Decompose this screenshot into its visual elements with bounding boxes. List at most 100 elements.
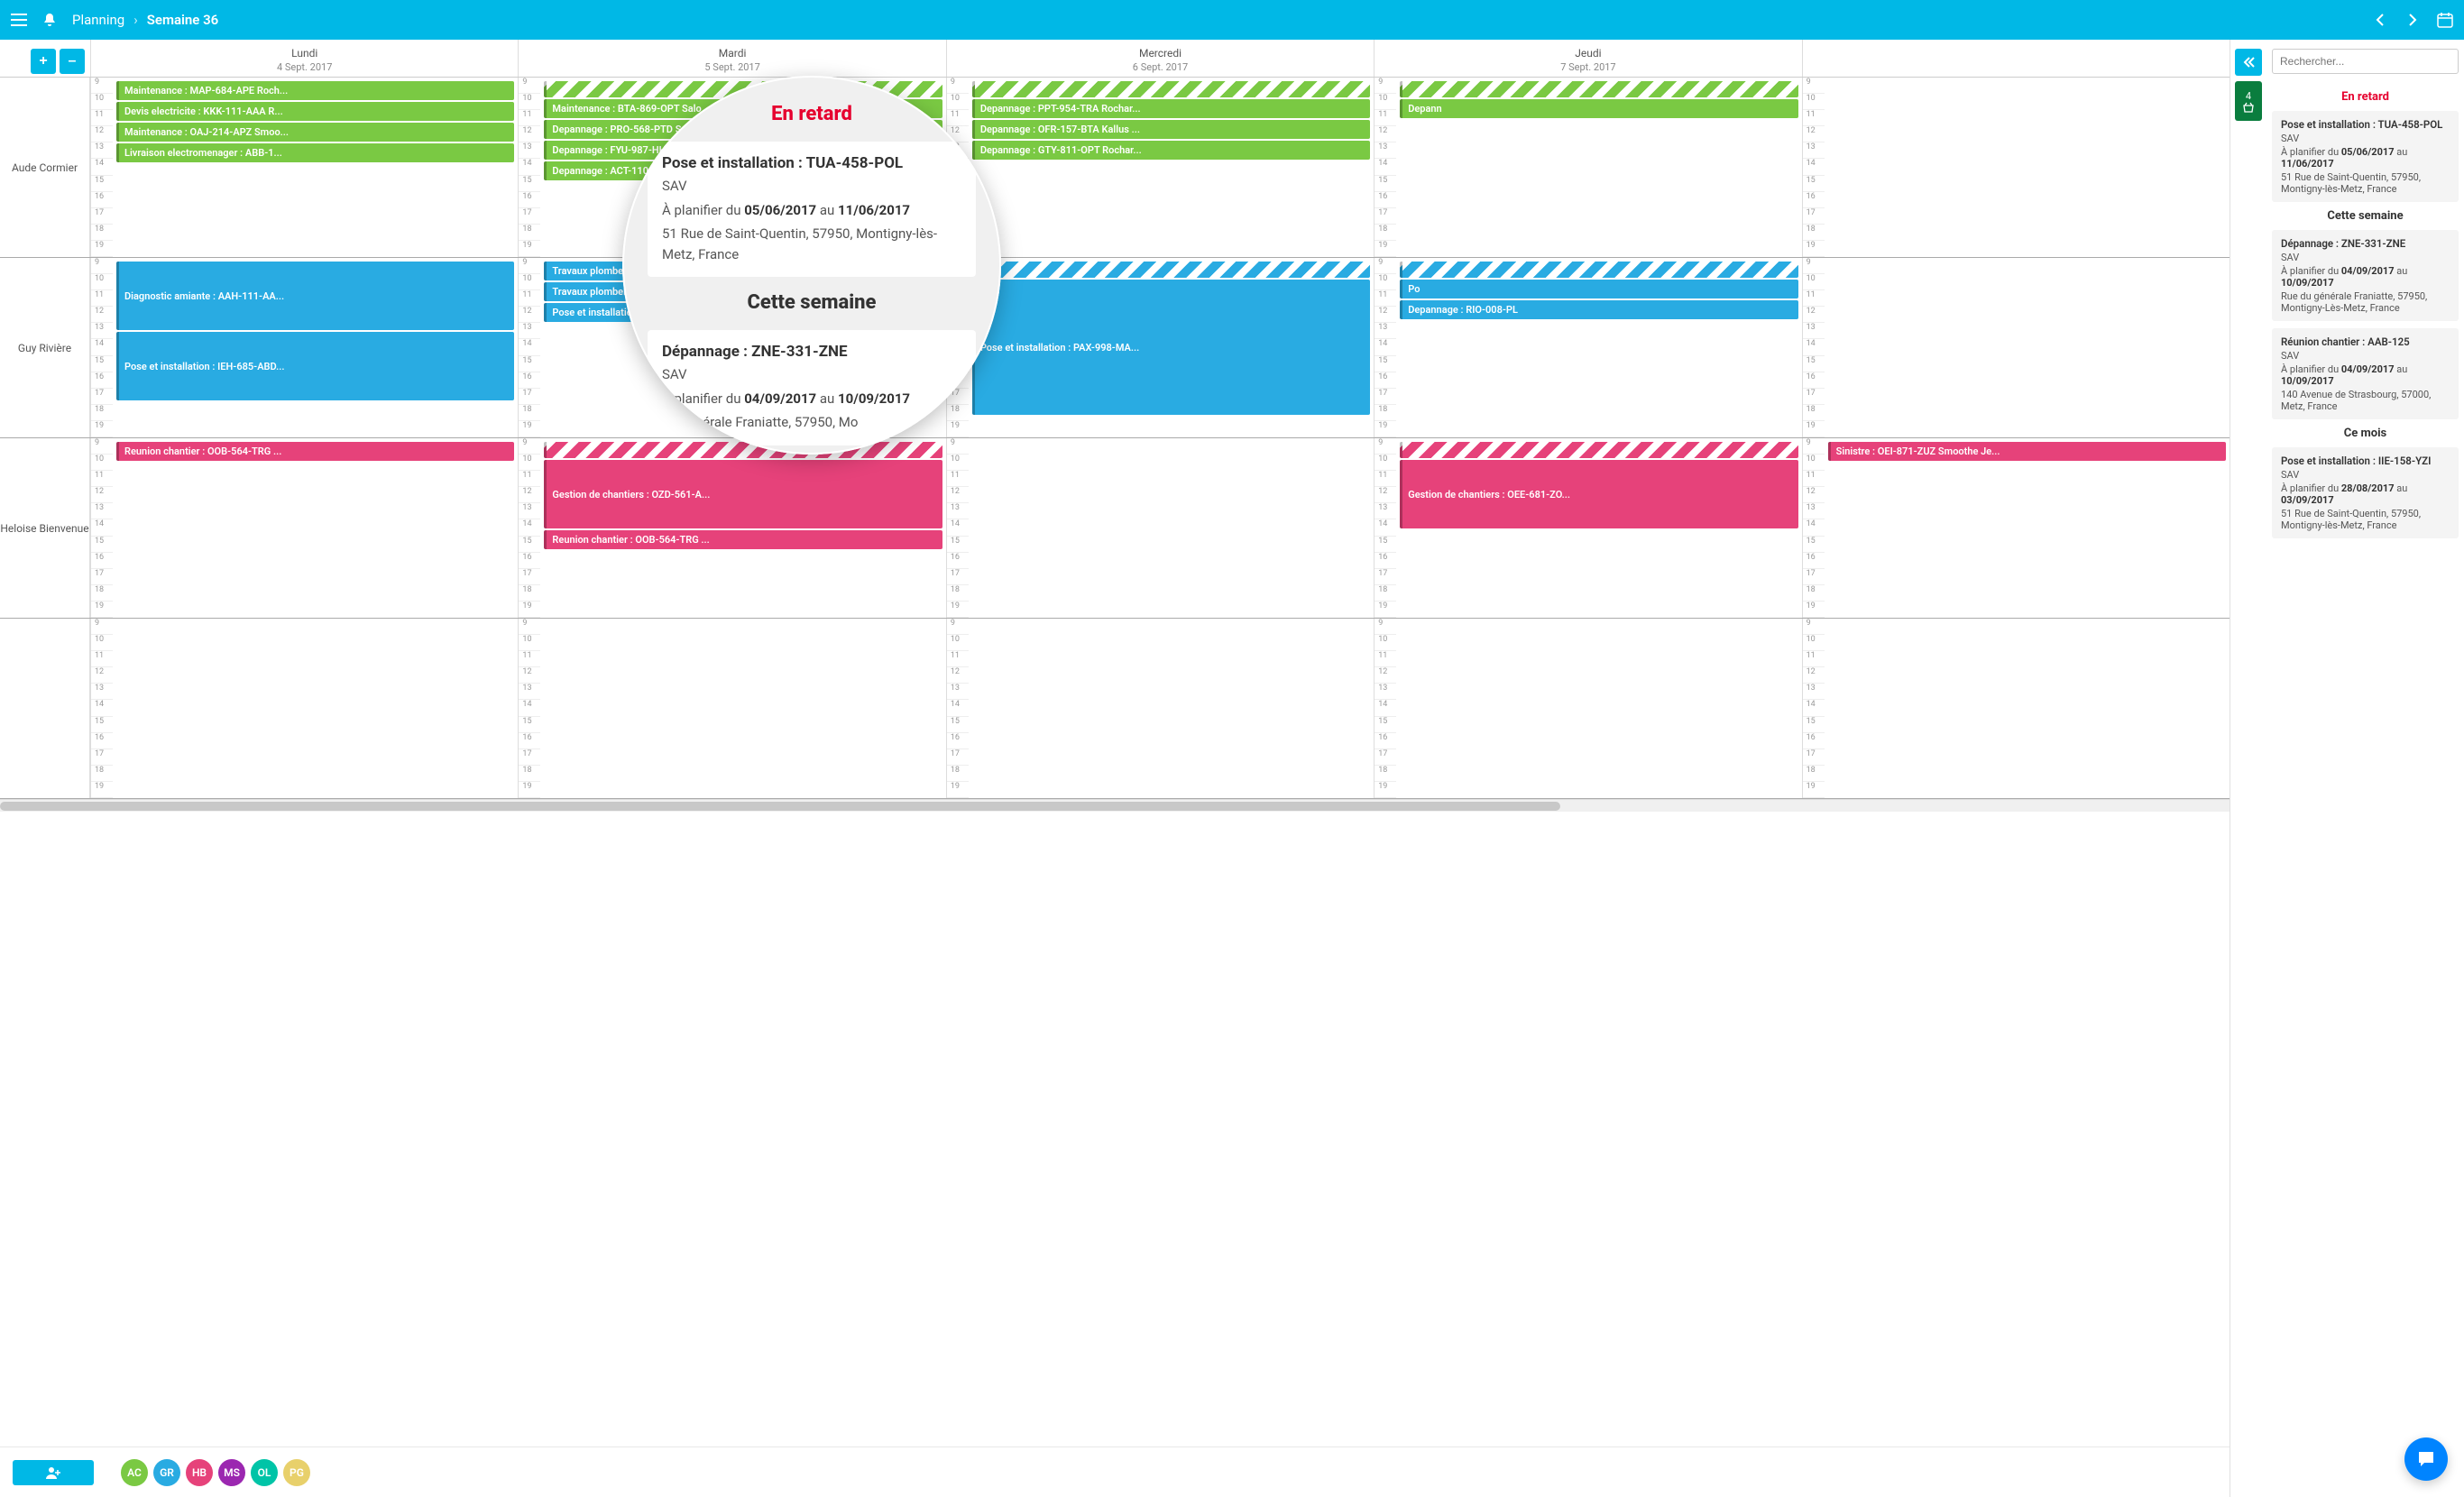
calendar-event[interactable]: Pose et installation : PAX-998-MA... bbox=[972, 280, 1370, 415]
day-cell[interactable]: 910111213141516171819Diagnostic amiante … bbox=[90, 258, 518, 437]
chat-button[interactable] bbox=[2404, 1437, 2448, 1481]
calendar-event[interactable]: Diagnostic amiante : AAH-111-AA... bbox=[116, 262, 514, 330]
bell-icon[interactable] bbox=[41, 12, 58, 28]
lens-card[interactable]: Pose et installation : TUA-458-POL SAV À… bbox=[648, 142, 976, 277]
hour-mark: 18 bbox=[91, 585, 113, 602]
collapse-side-button[interactable] bbox=[2235, 49, 2262, 76]
calendar-event[interactable]: Depannage : RIO-008-PL bbox=[1400, 300, 1797, 319]
day-cell[interactable]: 910111213141516171819 bbox=[946, 438, 1374, 618]
next-week-button[interactable] bbox=[2404, 12, 2421, 28]
avatar[interactable]: OL bbox=[251, 1459, 278, 1486]
day-cell[interactable]: 910111213141516171819 bbox=[1802, 619, 2230, 798]
zoom-in-button[interactable]: + bbox=[31, 49, 56, 74]
avatar[interactable]: AC bbox=[121, 1459, 148, 1486]
hour-mark: 15 bbox=[519, 537, 540, 553]
calendar-event[interactable]: Po bbox=[1400, 280, 1797, 298]
side-card[interactable]: Pose et installation : IIE-158-YZI SAV À… bbox=[2272, 447, 2459, 538]
side-card-addr: 51 Rue de Saint-Quentin, 57950, Montigny… bbox=[2281, 508, 2450, 531]
day-cell[interactable]: 910111213141516171819Gestion de chantier… bbox=[518, 438, 945, 618]
add-person-button[interactable] bbox=[13, 1460, 94, 1485]
side-card[interactable]: Réunion chantier : AAB-125 SAV À planifi… bbox=[2272, 328, 2459, 419]
hour-mark: 12 bbox=[91, 487, 113, 503]
calendar-event[interactable] bbox=[1400, 442, 1797, 458]
calendar-event[interactable]: Depannage : GTY-811-OPT Rochar... bbox=[972, 141, 1370, 160]
hour-mark: 15 bbox=[1803, 176, 1825, 192]
hour-mark: 13 bbox=[1803, 503, 1825, 519]
calendar-event[interactable]: Gestion de chantiers : OEE-681-ZO... bbox=[1400, 460, 1797, 528]
avatar[interactable]: GR bbox=[153, 1459, 180, 1486]
calendar-event[interactable]: Pose et installation : IEH-685-ABD... bbox=[116, 332, 514, 400]
hour-mark: 10 bbox=[91, 455, 113, 471]
hour-mark: 19 bbox=[947, 602, 969, 618]
calendar-icon[interactable] bbox=[2437, 12, 2453, 28]
calendar-event[interactable]: Maintenance : OAJ-214-APZ Smoo... bbox=[116, 123, 514, 142]
day-cell[interactable]: 910111213141516171819Pose et installatio… bbox=[946, 258, 1374, 437]
prev-week-button[interactable] bbox=[2372, 12, 2388, 28]
hour-mark: 15 bbox=[947, 537, 969, 553]
calendar-event[interactable]: Maintenance : MAP-684-APE Roch... bbox=[116, 81, 514, 100]
calendar-event[interactable] bbox=[972, 81, 1370, 97]
hour-mark: 9 bbox=[1375, 78, 1396, 94]
calendar-event[interactable]: Reunion chantier : OOB-564-TRG ... bbox=[544, 530, 942, 549]
hour-mark: 11 bbox=[91, 110, 113, 126]
breadcrumb-root[interactable]: Planning bbox=[72, 12, 124, 28]
day-cell[interactable]: 910111213141516171819Gestion de chantier… bbox=[1374, 438, 1801, 618]
hour-mark: 10 bbox=[1375, 94, 1396, 110]
event-label: Pose et installation : IEH-685-ABD... bbox=[124, 361, 284, 372]
search-input[interactable] bbox=[2272, 49, 2459, 74]
event-label: Maintenance : OAJ-214-APZ Smoo... bbox=[124, 126, 289, 138]
hour-mark: 10 bbox=[519, 274, 540, 290]
calendar-event[interactable]: Reunion chantier : OOB-564-TRG ... bbox=[116, 442, 514, 461]
day-cell[interactable]: 910111213141516171819Maintenance : MAP-6… bbox=[90, 78, 518, 257]
calendar-event[interactable]: Livraison electromenager : ABB-1... bbox=[116, 143, 514, 162]
calendar-event[interactable] bbox=[1400, 81, 1797, 97]
hour-mark: 9 bbox=[519, 438, 540, 455]
day-cell[interactable]: 910111213141516171819 bbox=[946, 619, 1374, 798]
event-label: Maintenance : BTA-869-OPT Salo... bbox=[552, 103, 710, 115]
calendar-event[interactable]: Depannage : OFR-157-BTA Kallus ... bbox=[972, 120, 1370, 139]
hour-mark: 12 bbox=[519, 126, 540, 142]
hour-mark: 10 bbox=[947, 635, 969, 651]
day-cell[interactable]: 910111213141516171819PoDepannage : RIO-0… bbox=[1374, 258, 1801, 437]
hour-mark: 15 bbox=[1375, 176, 1396, 192]
hour-mark: 17 bbox=[947, 749, 969, 766]
side-card-title: Dépannage : ZNE-331-ZNE bbox=[2281, 237, 2450, 250]
hour-mark: 11 bbox=[91, 651, 113, 667]
hour-mark: 12 bbox=[91, 667, 113, 684]
menu-icon[interactable] bbox=[11, 12, 27, 28]
day-cell[interactable]: 910111213141516171819 bbox=[90, 619, 518, 798]
main-layout: + – Lundi4 Sept. 2017Mardi5 Sept. 2017Me… bbox=[0, 40, 2464, 1497]
hour-mark: 12 bbox=[91, 126, 113, 142]
horizontal-scrollbar[interactable] bbox=[0, 799, 2230, 812]
day-cell[interactable]: 910111213141516171819 bbox=[1802, 258, 2230, 437]
hour-mark: 17 bbox=[1375, 389, 1396, 405]
calendar-event[interactable] bbox=[544, 442, 942, 458]
day-cell[interactable]: 910111213141516171819 bbox=[1374, 619, 1801, 798]
day-cell[interactable]: 910111213141516171819Depannage : PPT-954… bbox=[946, 78, 1374, 257]
day-cell[interactable]: 910111213141516171819Reunion chantier : … bbox=[90, 438, 518, 618]
hour-mark: 16 bbox=[1803, 553, 1825, 569]
calendar-event[interactable] bbox=[1400, 262, 1797, 278]
calendar-event[interactable]: Devis electricite : KKK-111-AAA R... bbox=[116, 102, 514, 121]
side-card[interactable]: Dépannage : ZNE-331-ZNE SAV À planifier … bbox=[2272, 230, 2459, 321]
day-cell[interactable]: 910111213141516171819 bbox=[518, 619, 945, 798]
hour-mark: 10 bbox=[519, 635, 540, 651]
avatar[interactable]: PG bbox=[283, 1459, 310, 1486]
basket-button[interactable]: 4 bbox=[2235, 81, 2262, 121]
zoom-out-button[interactable]: – bbox=[60, 49, 85, 74]
calendar-event[interactable]: Sinistre : OEI-871-ZUZ Smoothe Je... bbox=[1828, 442, 2226, 461]
calendar-event[interactable] bbox=[972, 262, 1370, 278]
avatar[interactable]: HB bbox=[186, 1459, 213, 1486]
day-cell[interactable]: 910111213141516171819Depann bbox=[1374, 78, 1801, 257]
calendar-event[interactable]: Depann bbox=[1400, 99, 1797, 118]
calendar-event[interactable]: Depannage : PPT-954-TRA Rochar... bbox=[972, 99, 1370, 118]
avatar[interactable]: MS bbox=[218, 1459, 245, 1486]
day-cell[interactable]: 910111213141516171819 bbox=[1802, 78, 2230, 257]
hour-mark: 17 bbox=[91, 208, 113, 225]
hour-mark: 14 bbox=[1375, 159, 1396, 175]
day-cell[interactable]: 910111213141516171819Sinistre : OEI-871-… bbox=[1802, 438, 2230, 618]
event-label: Reunion chantier : OOB-564-TRG ... bbox=[552, 534, 709, 546]
calendar-event[interactable]: Gestion de chantiers : OZD-561-A... bbox=[544, 460, 942, 528]
hour-mark: 16 bbox=[519, 192, 540, 208]
side-card[interactable]: Pose et installation : TUA-458-POL SAV À… bbox=[2272, 111, 2459, 202]
